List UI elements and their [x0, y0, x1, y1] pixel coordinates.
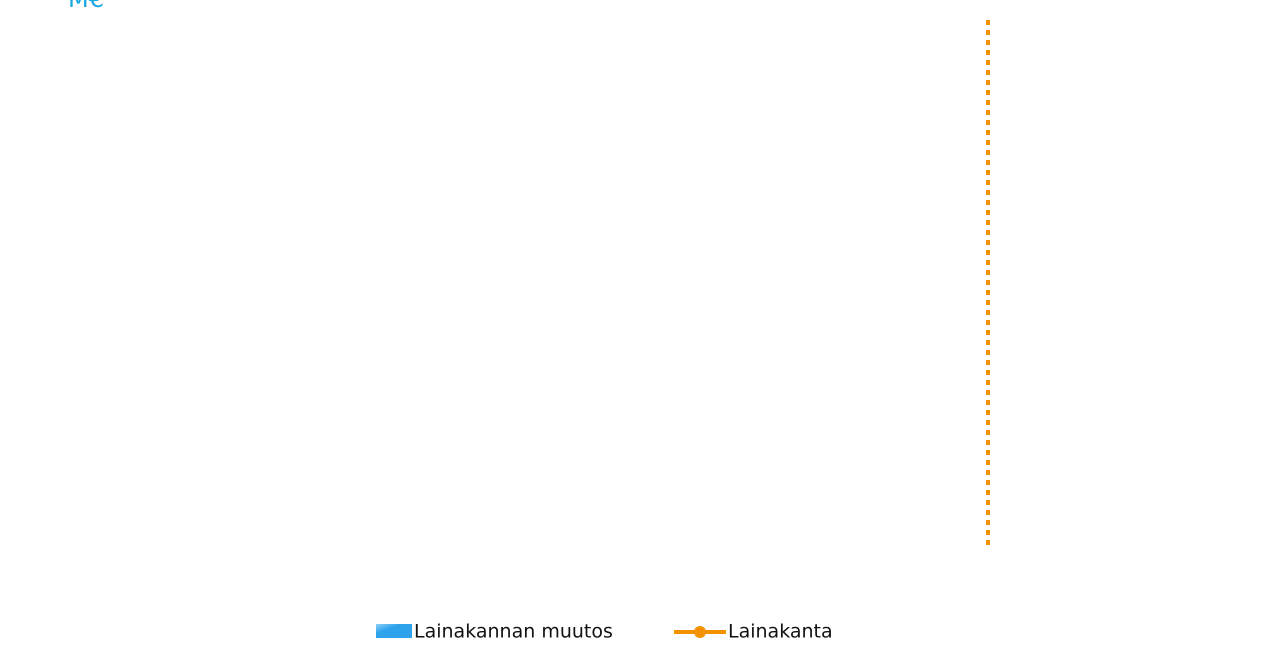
legend-swatch	[694, 626, 706, 638]
legend: Lainakannan muutos Lainakanta	[376, 621, 833, 643]
legend-swatch	[376, 624, 412, 638]
legend-label: Lainakanta	[728, 621, 833, 643]
chart-title: M€	[68, 0, 104, 13]
legend-label: Lainakannan muutos	[414, 621, 613, 643]
